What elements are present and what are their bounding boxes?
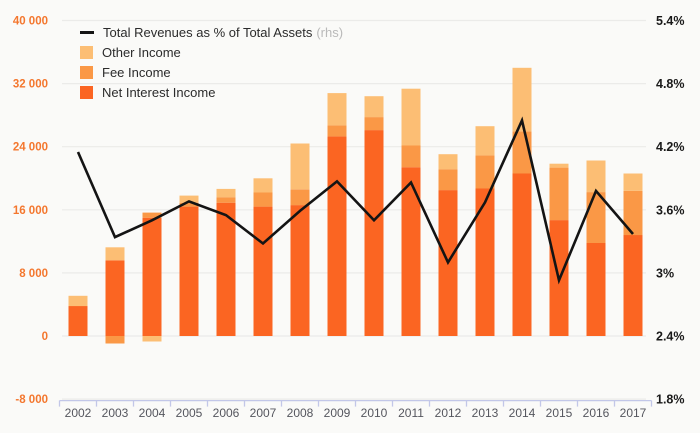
bar-segment-fee-income-2015	[549, 167, 569, 221]
other-income-swatch-icon	[80, 46, 93, 59]
x-axis-year-label: 2006	[213, 406, 240, 420]
bar-segment-fee-income-2004	[142, 212, 162, 218]
bar-segment-net-interest-income-2011	[401, 167, 421, 336]
left-axis-tick-label: 0	[42, 331, 48, 343]
x-axis-year-label: 2007	[250, 406, 277, 420]
bar-segment-net-interest-income-2004	[142, 217, 162, 336]
bar-segment-fee-income-2005	[179, 202, 199, 207]
bar-segment-net-interest-income-2006	[216, 202, 236, 336]
legend-label-fee-income: Fee Income	[102, 65, 171, 80]
bar-segment-fee-income-2011	[401, 145, 421, 168]
bar-segment-other-income-2009	[327, 93, 347, 126]
bar-segment-fee-income-2010	[364, 117, 384, 131]
bar-segment-fee-income-2012	[438, 169, 458, 191]
legend-label-other-income: Other Income	[102, 45, 181, 60]
left-axis-tick-label: 40 000	[13, 16, 48, 28]
right-axis-tick-label: 3.6%	[656, 203, 685, 217]
legend-rhs-suffix: (rhs)	[316, 25, 344, 40]
left-axis-tick-label: 32 000	[13, 79, 48, 91]
x-axis-year-label: 2009	[324, 406, 351, 420]
line-swatch-icon	[80, 31, 94, 34]
bar-segment-net-interest-income-2003	[105, 260, 125, 336]
legend-label-total-revenues: Total Revenues as % of Total Assets (rhs)	[103, 25, 344, 40]
bar-segment-other-income-2004	[142, 336, 162, 342]
bar-segment-net-interest-income-2008	[290, 205, 310, 336]
bar-segment-other-income-2013	[475, 126, 495, 156]
bar-segment-other-income-2016	[586, 160, 606, 192]
bar-segment-net-interest-income-2016	[586, 242, 606, 336]
x-axis-year-label: 2010	[361, 406, 388, 420]
x-axis-year-label: 2003	[102, 406, 129, 420]
left-axis-tick-label: -8 000	[15, 394, 48, 406]
right-axis-tick-label: 4.8%	[656, 77, 685, 91]
bar-segment-other-income-2012	[438, 154, 458, 170]
bar-segment-net-interest-income-2013	[475, 188, 495, 336]
x-axis-year-label: 2002	[65, 406, 92, 420]
bar-segment-other-income-2014	[512, 67, 532, 132]
legend-item-total-revenues: Total Revenues as % of Total Assets (rhs)	[80, 25, 343, 40]
bar-segment-other-income-2015	[549, 163, 569, 168]
legend-item-fee-income: Fee Income	[80, 65, 343, 80]
fee-income-swatch-icon	[80, 66, 93, 79]
left-axis-tick-label: 16 000	[13, 205, 48, 217]
right-axis-tick-label: 4.2%	[656, 140, 685, 154]
chart-legend: Total Revenues as % of Total Assets (rhs)…	[80, 25, 343, 100]
right-axis-tick-label: 2.4%	[656, 330, 685, 344]
bar-segment-other-income-2011	[401, 88, 421, 146]
bar-segment-net-interest-income-2010	[364, 130, 384, 336]
bar-segment-fee-income-2009	[327, 125, 347, 137]
bar-segment-net-interest-income-2009	[327, 136, 347, 336]
legend-item-other-income: Other Income	[80, 45, 343, 60]
bar-segment-other-income-2002	[68, 295, 88, 307]
bar-segment-net-interest-income-2005	[179, 206, 199, 336]
bar-segment-other-income-2005	[179, 195, 199, 203]
bar-segment-other-income-2007	[253, 178, 273, 193]
x-axis-year-label: 2011	[398, 406, 424, 420]
x-axis-year-label: 2004	[139, 406, 166, 420]
bar-segment-net-interest-income-2014	[512, 173, 532, 336]
left-axis-tick-label: 8 000	[19, 268, 48, 280]
bar-segment-other-income-2008	[290, 143, 310, 190]
legend-item-net-interest-income: Net Interest Income	[80, 85, 343, 100]
right-axis-tick-label: 3%	[656, 266, 674, 280]
bar-segment-net-interest-income-2017	[623, 235, 643, 336]
x-axis-year-label: 2012	[435, 406, 462, 420]
x-axis-year-label: 2014	[509, 406, 536, 420]
left-axis-tick-label: 24 000	[13, 142, 48, 154]
x-axis-year-label: 2008	[287, 406, 314, 420]
bar-segment-fee-income-2003	[105, 336, 125, 344]
right-axis-tick-label: 1.8%	[656, 393, 685, 407]
total-revenues-line	[76, 116, 634, 285]
x-axis-year-label: 2016	[583, 406, 610, 420]
bar-segment-fee-income-2013	[475, 155, 495, 189]
bar-segment-other-income-2017	[623, 173, 643, 191]
bar-segment-other-income-2010	[364, 96, 384, 118]
x-axis-year-label: 2015	[546, 406, 573, 420]
legend-label-net-interest-income: Net Interest Income	[102, 85, 216, 100]
bar-segment-other-income-2003	[105, 247, 125, 261]
net-interest-income-swatch-icon	[80, 86, 93, 99]
bar-segment-net-interest-income-2002	[68, 306, 88, 336]
bar-segment-fee-income-2007	[253, 192, 273, 207]
right-axis-tick-label: 5.4%	[656, 14, 685, 28]
bar-segment-fee-income-2006	[216, 197, 236, 203]
x-axis-year-label: 2005	[176, 406, 203, 420]
bar-segment-fee-income-2008	[290, 189, 310, 206]
bar-segment-other-income-2006	[216, 188, 236, 198]
bar-segment-fee-income-2017	[623, 190, 643, 236]
bar-segment-net-interest-income-2007	[253, 206, 273, 336]
x-axis-year-label: 2017	[620, 406, 647, 420]
x-axis-year-label: 2013	[472, 406, 499, 420]
